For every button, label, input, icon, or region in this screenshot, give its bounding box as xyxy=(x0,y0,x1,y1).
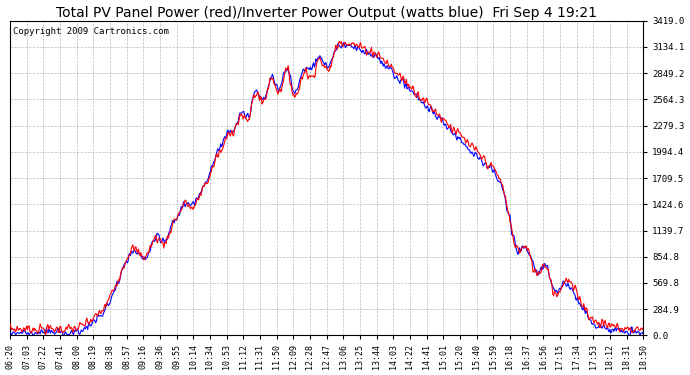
Title: Total PV Panel Power (red)/Inverter Power Output (watts blue)  Fri Sep 4 19:21: Total PV Panel Power (red)/Inverter Powe… xyxy=(56,6,597,20)
Text: Copyright 2009 Cartronics.com: Copyright 2009 Cartronics.com xyxy=(13,27,169,36)
